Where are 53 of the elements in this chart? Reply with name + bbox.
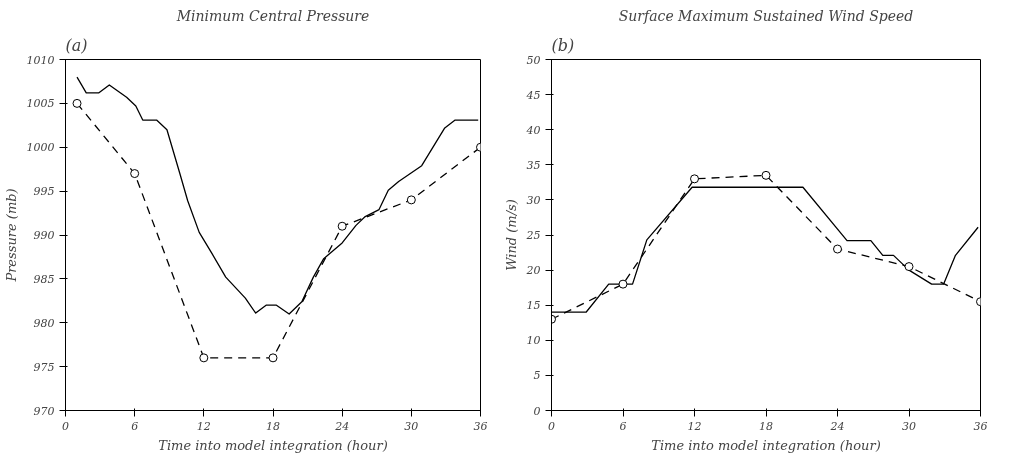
y-tick-label: 990	[33, 229, 55, 242]
x-tick-label: 36	[473, 419, 488, 433]
x-tick-label: 0	[62, 419, 69, 433]
x-axis-title: Time into model integration (hour)	[651, 437, 881, 453]
x-tick-label: 24	[334, 419, 350, 433]
x-axis-title: Time into model integration (hour)	[158, 437, 388, 453]
x-tick-label: 18	[759, 419, 773, 433]
point	[833, 244, 842, 254]
point	[199, 353, 209, 363]
x-tick-label: 30	[404, 419, 419, 433]
y-tick-label: 995	[33, 185, 55, 199]
y-tick-label: 10	[526, 334, 541, 348]
point	[618, 279, 628, 289]
text: (a)	[65, 35, 88, 55]
y-tick-label: 30	[526, 193, 541, 207]
x-tick-label: 30	[902, 419, 916, 433]
point	[690, 174, 699, 184]
y-axis-title: Pressure (mb)	[3, 188, 19, 283]
y-tick-label: 45	[525, 88, 541, 102]
y-tick-label: 1010	[26, 53, 55, 67]
chart-title: Surface Maximum Sustained Wind Speed	[618, 7, 914, 24]
y-tick-label: 980	[33, 316, 55, 330]
y-tick-label: 20	[525, 264, 541, 278]
y-tick-label: 1005	[26, 97, 55, 111]
x-tick-label: 24	[829, 419, 845, 433]
y-axis-title: Wind (m/s)	[503, 199, 519, 271]
y-tick-label: 40	[525, 123, 541, 137]
x-tick-label: 18	[266, 419, 280, 433]
x-tick-label: 6	[619, 419, 627, 433]
point	[268, 353, 278, 363]
point	[337, 221, 347, 231]
point	[406, 195, 416, 205]
x-tick-label: 36	[973, 419, 988, 433]
point	[130, 169, 140, 179]
y-tick-label: 15	[526, 299, 541, 313]
y-tick-label: 5	[533, 369, 541, 383]
text: (b)	[551, 35, 575, 55]
y-tick-label: 0	[533, 404, 541, 418]
y-tick-label: 25	[525, 229, 541, 242]
x-tick-label: 0	[548, 419, 555, 433]
y-tick-label: 975	[33, 360, 55, 374]
chart-title: Minimum Central Pressure	[175, 7, 370, 24]
y-tick-label: 1000	[26, 141, 55, 155]
point	[761, 170, 771, 180]
y-tick-label: 970	[33, 404, 55, 418]
x-tick-label: 12	[196, 419, 211, 433]
point	[72, 98, 82, 108]
y-tick-label: 50	[526, 53, 541, 67]
point	[904, 262, 914, 272]
y-tick-label: 35	[526, 158, 541, 172]
y-tick-label: 985	[33, 272, 55, 286]
x-tick-label: 6	[131, 419, 139, 433]
x-tick-label: 12	[687, 419, 702, 433]
